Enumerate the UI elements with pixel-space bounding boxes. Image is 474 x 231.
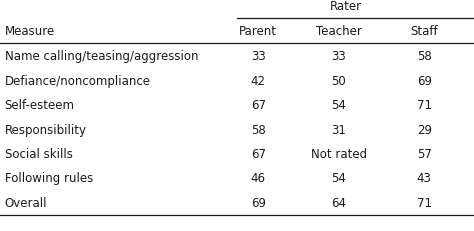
Text: 42: 42 [251,75,266,88]
Text: Defiance/noncompliance: Defiance/noncompliance [5,75,151,88]
Text: Staff: Staff [410,25,438,38]
Text: 57: 57 [417,148,432,161]
Text: 67: 67 [251,99,266,112]
Text: 58: 58 [417,50,432,64]
Text: 64: 64 [331,197,346,210]
Text: Parent: Parent [239,25,277,38]
Text: 58: 58 [251,124,266,137]
Text: 54: 54 [331,172,346,185]
Text: 50: 50 [331,75,346,88]
Text: 54: 54 [331,99,346,112]
Text: Responsibility: Responsibility [5,124,87,137]
Text: Name calling/teasing/aggression: Name calling/teasing/aggression [5,50,198,64]
Text: 71: 71 [417,99,432,112]
Text: 69: 69 [251,197,266,210]
Text: 29: 29 [417,124,432,137]
Text: 71: 71 [417,197,432,210]
Text: 33: 33 [331,50,346,64]
Text: Following rules: Following rules [5,172,93,185]
Text: 31: 31 [331,124,346,137]
Text: Social skills: Social skills [5,148,73,161]
Text: 46: 46 [251,172,266,185]
Text: 43: 43 [417,172,432,185]
Text: Teacher: Teacher [316,25,362,38]
Text: 69: 69 [417,75,432,88]
Text: Rater: Rater [330,0,362,13]
Text: 67: 67 [251,148,266,161]
Text: Measure: Measure [5,25,55,38]
Text: Overall: Overall [5,197,47,210]
Text: 33: 33 [251,50,266,64]
Text: Not rated: Not rated [311,148,367,161]
Text: Self-esteem: Self-esteem [5,99,75,112]
